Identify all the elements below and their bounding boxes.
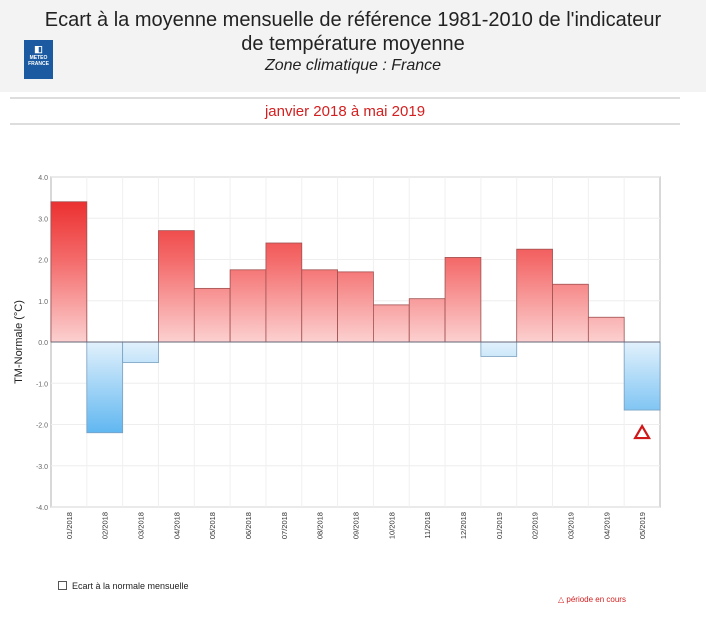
x-tick-label: 02/2019 — [531, 512, 540, 539]
bar-05/2018 — [193, 287, 231, 343]
x-tick-label: 08/2018 — [316, 512, 325, 539]
x-tick-label: 06/2018 — [244, 512, 253, 539]
legend-label: période en cours — [566, 595, 626, 604]
x-tick-label: 09/2018 — [352, 512, 361, 539]
current-period-marker-icon — [633, 423, 652, 440]
x-tick-label: 05/2018 — [208, 512, 217, 539]
title-line-2: de température moyenne — [241, 33, 465, 55]
bar-10/2018 — [373, 304, 410, 343]
x-tick-label: 02/2018 — [101, 512, 110, 539]
y-tick-label: 2.0 — [38, 258, 48, 265]
bar-09/2018 — [337, 271, 374, 343]
x-tick-label: 10/2018 — [387, 512, 396, 539]
y-tick-label: 3.0 — [38, 216, 48, 223]
x-tick-label: 12/2018 — [459, 512, 468, 539]
bar-11/2018 — [408, 298, 446, 343]
legend-item-current-period: △ période en cours — [558, 595, 626, 604]
bar-05/2019 — [623, 341, 661, 411]
chart-title: Ecart à la moyenne mensuelle de référenc… — [0, 8, 706, 56]
x-tick-label: 01/2018 — [65, 512, 74, 539]
legend-label: Ecart à la normale mensuelle — [72, 581, 189, 591]
x-tick-label: 01/2019 — [495, 512, 504, 539]
bar-07/2018 — [265, 242, 303, 343]
y-tick-label: -4.0 — [36, 505, 48, 512]
x-tick-label: 04/2019 — [602, 512, 611, 539]
bar-01/2018 — [50, 201, 88, 343]
x-tick-label: 03/2018 — [137, 512, 146, 539]
x-tick-label: 05/2019 — [638, 512, 647, 539]
bar-06/2018 — [229, 269, 267, 343]
y-tick-label: -3.0 — [36, 464, 48, 471]
x-tick-label: 07/2018 — [280, 512, 289, 539]
period-label: janvier 2018 à mai 2019 — [264, 103, 426, 120]
x-tick-label: 11/2018 — [423, 512, 432, 539]
legend-item-deviation[interactable]: Ecart à la normale mensuelle — [58, 581, 189, 591]
chart-subtitle: Zone climatique : France — [264, 57, 442, 74]
x-tick-label: 04/2018 — [172, 512, 181, 539]
legend-checkbox[interactable] — [58, 581, 67, 590]
bar-03/2019 — [552, 283, 589, 343]
y-tick-label: 0.0 — [38, 340, 48, 347]
bar-04/2018 — [158, 230, 195, 343]
meteo-france-logo: ◧ METEO FRANCE — [24, 40, 53, 79]
y-tick-label: 4.0 — [38, 175, 48, 182]
title-line-1: Ecart à la moyenne mensuelle de référenc… — [44, 9, 662, 31]
y-tick-label: -2.0 — [36, 423, 48, 430]
bar-08/2018 — [301, 269, 338, 343]
bar-02/2018 — [86, 341, 124, 434]
divider — [10, 123, 680, 125]
bar-04/2019 — [587, 316, 625, 343]
chart-header: Ecart à la moyenne mensuelle de référenc… — [0, 0, 706, 92]
bar-03/2018 — [122, 341, 159, 364]
bar-02/2019 — [516, 248, 553, 343]
y-tick-label: -1.0 — [36, 381, 48, 388]
bar-12/2018 — [444, 257, 482, 343]
y-tick-label: 1.0 — [38, 299, 48, 306]
y-axis-label: TM-Normale (°C) — [13, 300, 25, 384]
bar-01/2019 — [480, 341, 518, 357]
divider — [10, 97, 680, 99]
x-tick-label: 03/2019 — [566, 512, 575, 539]
